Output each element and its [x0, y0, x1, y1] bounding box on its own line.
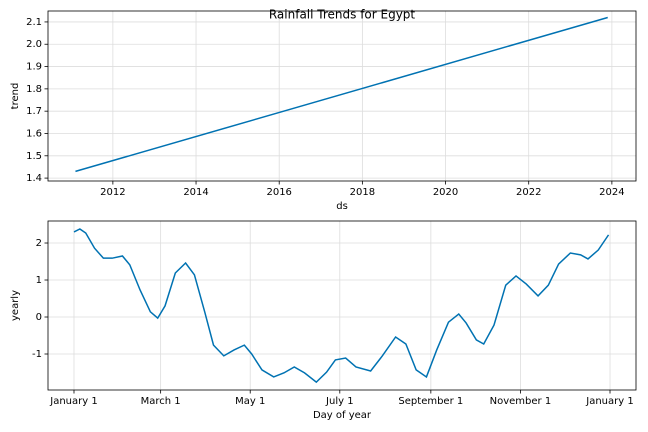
- y-tick-label: 1.9: [26, 62, 42, 73]
- x-tick-label: September 1: [398, 396, 463, 407]
- x-tick-label: 2024: [599, 187, 624, 198]
- x-tick-label: July 1: [325, 396, 354, 407]
- x-tick-label: 2014: [183, 187, 208, 198]
- y-tick-label: 1: [36, 275, 42, 286]
- x-tick-label: November 1: [490, 396, 552, 407]
- y-axis-label: trend: [10, 83, 21, 110]
- y-tick-label: 1.7: [26, 106, 42, 117]
- y-tick-label: 0: [36, 312, 42, 323]
- y-tick-label: 2.0: [26, 39, 42, 50]
- x-tick-label: March 1: [141, 396, 181, 407]
- x-tick-label: 2022: [516, 187, 541, 198]
- trend-line: [75, 16, 608, 173]
- plot-frame: [47, 10, 637, 182]
- chart-title: Rainfall Trends for Egypt: [269, 8, 416, 22]
- y-tick-label: 1.4: [26, 173, 42, 184]
- x-tick-label: 2018: [350, 187, 375, 198]
- y-tick-label: 1.8: [26, 84, 42, 95]
- x-tick-label: May 1: [235, 396, 265, 407]
- y-tick-label: 1.5: [26, 151, 42, 162]
- x-axis-label: Day of year: [313, 410, 372, 421]
- x-tick-label: 2016: [266, 187, 291, 198]
- y-tick-label: 2.1: [26, 17, 42, 28]
- plot-frame: [47, 220, 637, 391]
- x-tick-label: 2012: [100, 187, 125, 198]
- x-axis-label: ds: [336, 201, 348, 212]
- x-tick-label: 2020: [433, 187, 458, 198]
- y-tick-label: -1: [32, 349, 42, 360]
- y-tick-label: 1.6: [26, 128, 42, 139]
- trend-line: [73, 228, 610, 384]
- x-tick-label: January 1: [585, 396, 633, 407]
- y-tick-label: 2: [36, 238, 42, 249]
- y-axis-label: yearly: [10, 290, 21, 321]
- x-tick-label: January 1: [49, 396, 97, 407]
